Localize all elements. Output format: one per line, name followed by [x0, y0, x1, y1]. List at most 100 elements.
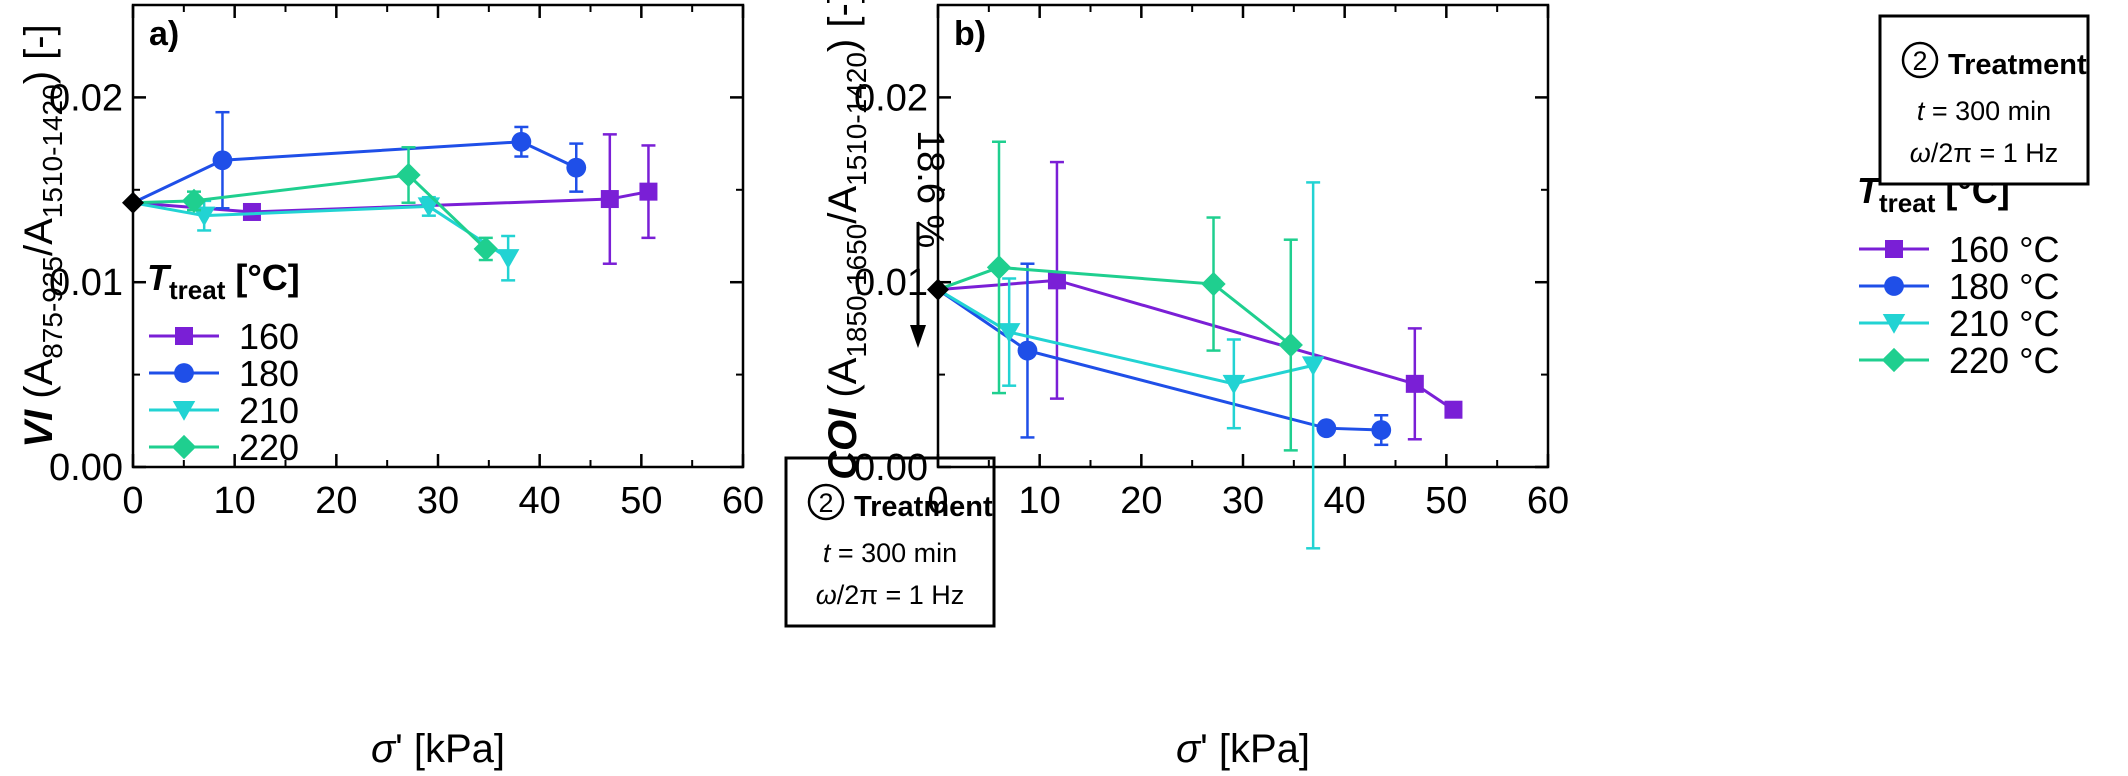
step-number-circle: [807, 483, 845, 521]
legend-label: 220 °C: [1949, 340, 2059, 381]
data-point: [566, 157, 587, 178]
treatment-box: 2 Treatment t = 300 min ω/2π = 1 Hz: [1878, 14, 2090, 186]
treatment-frequency: ω/2π = 1 Hz: [1910, 138, 2058, 168]
y-tick-label: 0.02: [49, 77, 123, 119]
data-point: [600, 190, 619, 209]
data-point: [639, 182, 658, 201]
data-point: [1316, 418, 1337, 439]
x-axis-title: σ' [kPa]: [371, 727, 505, 771]
legend-marker: [171, 434, 197, 460]
series-180: [132, 110, 587, 210]
legend-label: 160 °C: [1949, 229, 2059, 270]
panel-label: a): [149, 15, 179, 53]
y-tick-label: 0.02: [854, 77, 928, 119]
legend-marker: [1884, 276, 1904, 296]
series-line: [937, 278, 1455, 411]
treatment-duration: t = 300 min: [1917, 96, 2051, 126]
treatment-heading: Treatment: [1948, 49, 2087, 81]
series-160-C: [937, 160, 1463, 441]
x-tick-label: 0: [927, 480, 948, 522]
origin-point: [927, 278, 949, 301]
series-line: [937, 288, 1382, 432]
data-point: [473, 236, 498, 262]
legend-marker: [175, 327, 193, 345]
treatment-frequency: ω/2π = 1 Hz: [816, 580, 964, 610]
legend-marker: [1882, 314, 1906, 334]
y-axis-title: COI (A1850-1650/A1510-1420) [-]: [821, 0, 872, 480]
y-tick-label: 0.01: [854, 262, 928, 304]
x-tick-label: 40: [1324, 480, 1366, 522]
data-point: [192, 206, 216, 227]
legend-marker: [172, 401, 196, 421]
x-tick-label: 30: [1222, 480, 1264, 522]
y-axis-title: VI (A875-925/A1510-1420) [-]: [17, 24, 68, 447]
step-number-circle: [1901, 41, 1939, 79]
data-point: [986, 255, 1012, 280]
y-tick-label: 0.00: [854, 447, 928, 489]
data-point: [1201, 271, 1226, 297]
data-point: [212, 150, 233, 171]
data-point: [1301, 356, 1325, 377]
x-tick-label: 10: [1019, 480, 1061, 522]
x-tick-label: 40: [519, 480, 561, 522]
x-axis-title: σ' [kPa]: [1176, 727, 1310, 771]
data-point: [1278, 332, 1303, 358]
series-220: [132, 146, 498, 262]
treatment-duration: t = 300 min: [823, 538, 957, 568]
step-number: 2: [1912, 46, 1927, 76]
x-tick-label: 50: [620, 480, 662, 522]
data-point: [1047, 271, 1066, 290]
data-point: [417, 197, 441, 218]
chart-panel-b: 0 10 20 30 40 50 60 0.00 0.01 0.02 σ' [kPa] COI (A1…: [821, 0, 2090, 771]
y-tick-label: 0.00: [49, 447, 123, 489]
treatment-heading: Treatment: [854, 491, 993, 523]
data-point: [1405, 374, 1424, 393]
chart-panel-a: 0 10 20 30 40 50 600.000.010.02σ' [kPa]VI (A87…: [17, 3, 996, 771]
plot-frame: [936, 3, 1550, 469]
series-180-C: [937, 262, 1392, 447]
series-line: [937, 265, 1292, 347]
legend-marker: [1885, 240, 1903, 258]
x-tick-label: 30: [417, 480, 459, 522]
x-tick-label: 60: [1527, 480, 1569, 522]
x-tick-label: 60: [722, 480, 764, 522]
legend-label: 210 °C: [1949, 303, 2059, 344]
panel-label: b): [954, 15, 986, 53]
plot-frame: [131, 3, 745, 469]
legend-label: 160: [239, 316, 299, 357]
y-tick-label: 0.01: [49, 262, 123, 304]
x-tick-label: 10: [214, 480, 256, 522]
x-tick-label: 0: [122, 480, 143, 522]
legend-label: 180 °C: [1949, 266, 2059, 307]
data-point: [511, 131, 532, 152]
data-point: [242, 202, 261, 221]
x-tick-label: 20: [315, 480, 357, 522]
data-point: [1444, 400, 1463, 419]
legend-title: Ttreat [°C]: [1857, 170, 2010, 218]
data-point: [181, 188, 207, 214]
legend-label: 220: [239, 427, 299, 468]
reduction-arrow-head: [910, 325, 926, 348]
data-point: [1017, 340, 1038, 361]
data-point: [1222, 374, 1246, 395]
legend-marker: [1881, 347, 1907, 373]
legend-title: Ttreat [°C]: [147, 257, 300, 305]
series-220-C: [937, 140, 1303, 452]
data-point: [997, 323, 1021, 343]
legend-label: 210: [239, 390, 299, 431]
legend-label: 180: [239, 353, 299, 394]
origin-point: [122, 191, 144, 214]
step-number: 2: [818, 488, 833, 518]
series-line: [132, 140, 577, 205]
series-line: [937, 288, 1314, 386]
data-point: [496, 249, 520, 269]
x-tick-label: 20: [1120, 480, 1162, 522]
series-210-C: [937, 181, 1325, 550]
series-line: [132, 173, 487, 251]
data-point: [1371, 420, 1392, 440]
data-point: [396, 162, 421, 188]
treatment-box: 2 Treatment t = 300 min ω/2π = 1 Hz: [784, 456, 996, 628]
